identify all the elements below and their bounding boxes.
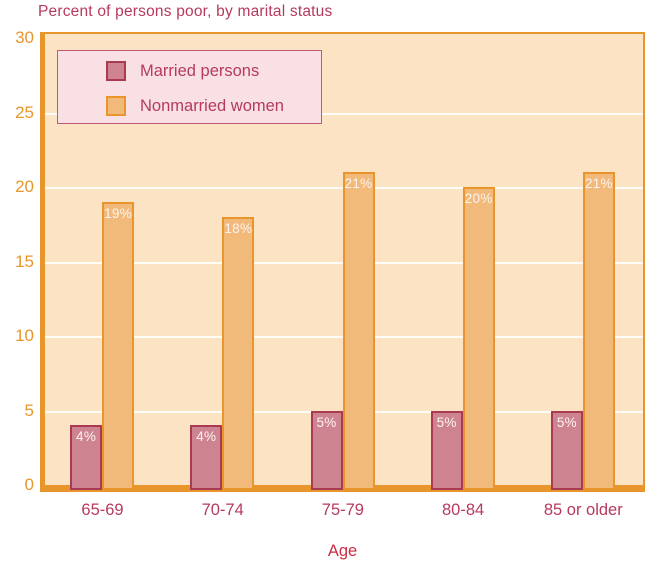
legend-swatch-nonmarried-women xyxy=(106,96,126,116)
y-axis-tick-label: 25 xyxy=(15,102,34,122)
bar-nonmarried-women: 19% xyxy=(102,201,135,490)
legend-item: Married persons xyxy=(106,61,321,81)
chart-title: Percent of persons poor, by marital stat… xyxy=(38,3,333,20)
bar-nonmarried-women: 18% xyxy=(222,216,255,490)
legend-item: Nonmarried women xyxy=(106,96,321,116)
bar-value-label: 21% xyxy=(344,176,373,192)
bar-married-persons: 4% xyxy=(70,425,103,490)
bar-married-persons: 5% xyxy=(310,410,343,490)
y-axis-tick-label: 30 xyxy=(15,28,34,47)
y-axis-line xyxy=(42,34,45,490)
bar-nonmarried-women: 21% xyxy=(582,172,615,490)
legend: Married persons Nonmarried women xyxy=(57,50,322,124)
bar-value-label: 5% xyxy=(436,414,457,430)
bar-value-label: 19% xyxy=(104,205,133,221)
bar-nonmarried-women: 20% xyxy=(462,187,495,490)
y-axis-tick-label: 20 xyxy=(15,177,34,196)
bar-value-label: 4% xyxy=(76,429,97,445)
bar-value-label: 4% xyxy=(196,429,217,445)
legend-label: Nonmarried women xyxy=(140,96,284,115)
x-axis-category-label: 85 or older xyxy=(543,501,623,519)
x-axis-category-label: 80-84 xyxy=(441,501,485,519)
x-axis-title: Age xyxy=(327,542,358,560)
y-axis-tick-label: 15 xyxy=(15,251,34,271)
bar-value-label: 5% xyxy=(316,414,337,430)
bar-married-persons: 5% xyxy=(550,410,583,490)
bar-married-persons: 5% xyxy=(430,410,463,490)
x-axis-category-label: 70-74 xyxy=(201,501,244,519)
bar-value-label: 20% xyxy=(464,191,493,206)
legend-label: Married persons xyxy=(140,61,260,80)
legend-swatch-married-persons xyxy=(106,61,126,81)
y-axis-tick-label: 5 xyxy=(24,400,34,420)
bar-married-persons: 4% xyxy=(190,425,223,490)
bar-value-label: 18% xyxy=(224,220,253,236)
bar-nonmarried-women: 21% xyxy=(342,172,375,490)
x-axis-category-label: 65-69 xyxy=(81,501,124,519)
gridline xyxy=(45,112,643,115)
bar-value-label: 5% xyxy=(556,414,577,430)
y-axis-tick-label: 0 xyxy=(24,475,34,494)
bar-value-label: 21% xyxy=(584,176,613,192)
y-axis-tick-label: 10 xyxy=(15,326,34,345)
plot-area: 4% 19% 4% 18% 5% 21% 5% 20% 5% 21% xyxy=(40,32,645,492)
x-axis-category-label: 75-79 xyxy=(321,501,364,519)
